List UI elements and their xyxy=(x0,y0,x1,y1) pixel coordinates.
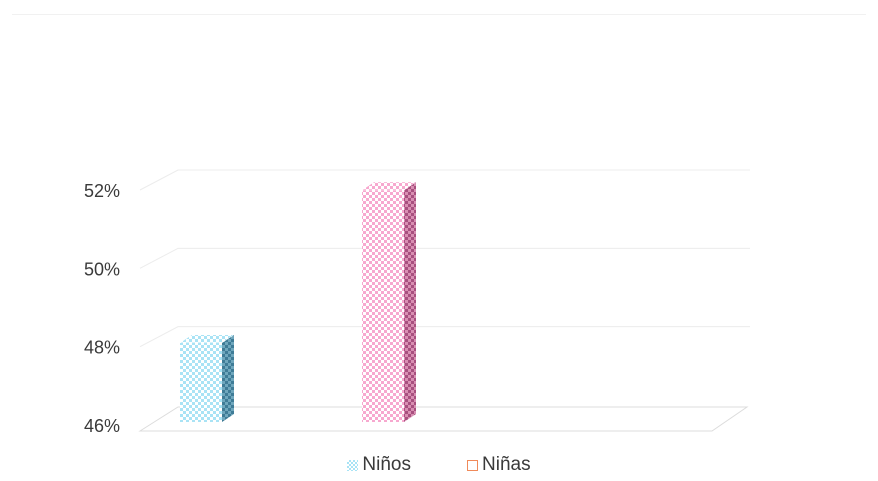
legend-swatch-ninas xyxy=(467,459,478,471)
legend-swatch-ninos xyxy=(347,459,359,471)
bar-side xyxy=(222,334,234,422)
y-tick-label: 46% xyxy=(84,416,120,436)
bars xyxy=(179,181,417,422)
bar-0 xyxy=(179,334,235,422)
legend-item-ninas: Niñas xyxy=(467,454,531,476)
y-tick-label: 52% xyxy=(84,181,120,201)
bar-front xyxy=(362,190,404,422)
gridline xyxy=(139,169,750,191)
legend-label-ninos: Niños xyxy=(362,454,411,475)
y-axis-ticks: 46% 48% 50% 52% xyxy=(84,181,120,436)
legend-label-ninas: Niñas xyxy=(482,454,531,475)
floor-plane xyxy=(138,406,749,432)
y-tick-label: 48% xyxy=(84,338,120,358)
legend-item-ninos: Niños xyxy=(347,454,411,476)
legend: Niños Niñas xyxy=(0,452,878,478)
bar-1 xyxy=(361,181,417,422)
chart-floor xyxy=(138,406,749,432)
bar-side xyxy=(404,182,416,422)
bar-top xyxy=(361,181,417,191)
gridline xyxy=(139,326,750,348)
gridlines xyxy=(139,169,750,348)
bar-front xyxy=(180,342,222,422)
y-tick-label: 50% xyxy=(84,259,120,279)
bar-top xyxy=(179,334,235,343)
chart-frame xyxy=(12,14,866,473)
gridline xyxy=(139,247,750,269)
